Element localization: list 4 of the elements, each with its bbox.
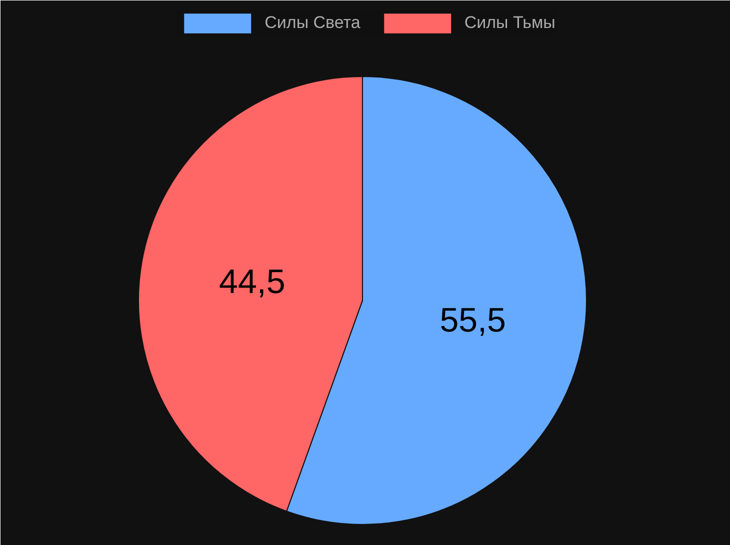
data-label: 44,5 xyxy=(219,263,286,302)
legend-label: Силы Тьмы xyxy=(464,13,556,33)
legend-label: Силы Света xyxy=(264,13,360,33)
data-label: 55,5 xyxy=(440,302,506,340)
